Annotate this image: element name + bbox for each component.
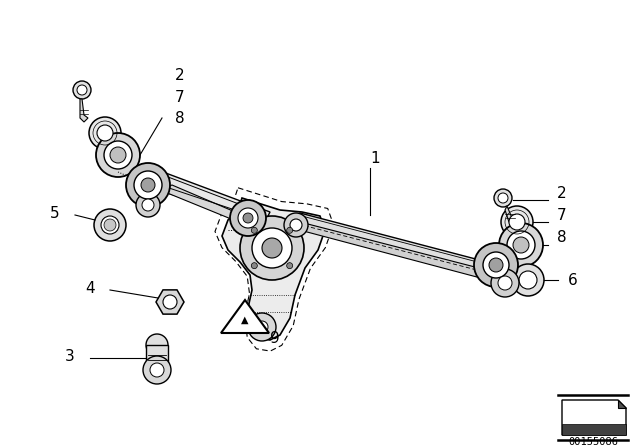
Circle shape — [248, 313, 276, 341]
Text: 8: 8 — [557, 229, 566, 245]
Circle shape — [474, 243, 518, 287]
Circle shape — [491, 269, 519, 297]
Text: 2: 2 — [557, 185, 566, 201]
Circle shape — [256, 321, 268, 333]
Polygon shape — [160, 185, 268, 232]
Circle shape — [287, 263, 292, 269]
Circle shape — [512, 264, 544, 296]
Polygon shape — [562, 424, 626, 435]
Circle shape — [501, 206, 533, 238]
Circle shape — [146, 334, 168, 356]
Circle shape — [101, 216, 119, 234]
Circle shape — [243, 213, 253, 223]
Circle shape — [150, 363, 164, 377]
Circle shape — [507, 231, 535, 259]
Polygon shape — [292, 222, 510, 285]
Circle shape — [104, 141, 132, 169]
Circle shape — [230, 200, 266, 236]
Circle shape — [89, 117, 121, 149]
Polygon shape — [290, 213, 510, 278]
Circle shape — [499, 223, 543, 267]
Circle shape — [498, 276, 512, 290]
Circle shape — [96, 133, 140, 177]
Text: 2: 2 — [175, 68, 184, 82]
Text: 7: 7 — [175, 90, 184, 104]
Circle shape — [141, 178, 155, 192]
Polygon shape — [222, 198, 325, 340]
Circle shape — [238, 208, 258, 228]
Polygon shape — [562, 400, 626, 435]
Polygon shape — [221, 300, 269, 333]
Circle shape — [252, 228, 292, 268]
Circle shape — [509, 214, 525, 230]
Circle shape — [483, 252, 509, 278]
Text: 1: 1 — [370, 151, 380, 165]
Circle shape — [287, 227, 292, 233]
Circle shape — [284, 213, 308, 237]
Polygon shape — [156, 290, 184, 314]
Circle shape — [77, 85, 87, 95]
Circle shape — [94, 209, 126, 241]
Circle shape — [136, 193, 160, 217]
Circle shape — [489, 258, 503, 272]
Text: ▲: ▲ — [241, 315, 249, 325]
Circle shape — [73, 81, 91, 99]
Circle shape — [498, 193, 508, 203]
Circle shape — [494, 189, 512, 207]
Circle shape — [142, 199, 154, 211]
Text: 6: 6 — [568, 272, 578, 288]
Circle shape — [240, 216, 304, 280]
Polygon shape — [505, 206, 516, 225]
Circle shape — [519, 271, 537, 289]
Circle shape — [126, 163, 170, 207]
Text: 3: 3 — [65, 349, 75, 363]
Text: 8: 8 — [175, 111, 184, 125]
Polygon shape — [143, 169, 270, 222]
Text: 5: 5 — [50, 206, 60, 220]
Circle shape — [513, 237, 529, 253]
Text: 00155086: 00155086 — [568, 437, 618, 447]
Text: 9: 9 — [270, 331, 280, 345]
Circle shape — [104, 219, 116, 231]
Polygon shape — [80, 99, 88, 122]
Circle shape — [290, 219, 302, 231]
Circle shape — [252, 263, 257, 269]
Circle shape — [110, 147, 126, 163]
Text: 7: 7 — [557, 207, 566, 223]
Circle shape — [252, 227, 257, 233]
Text: 4: 4 — [85, 280, 95, 296]
Polygon shape — [618, 400, 626, 408]
Bar — [146, 345, 168, 370]
Circle shape — [163, 295, 177, 309]
Circle shape — [143, 356, 171, 384]
Circle shape — [134, 171, 162, 199]
Circle shape — [262, 238, 282, 258]
Circle shape — [97, 125, 113, 141]
